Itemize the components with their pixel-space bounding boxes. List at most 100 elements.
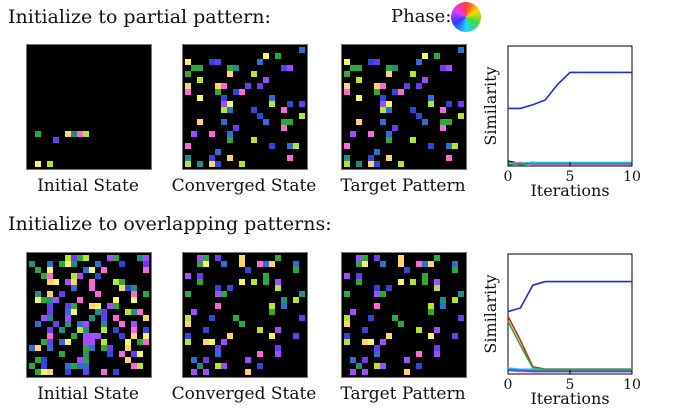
pattern-cell xyxy=(275,53,281,59)
pattern-cell xyxy=(53,297,59,303)
pattern-cell xyxy=(269,333,275,339)
pattern-cell xyxy=(440,297,446,303)
caption-row2-target: Target Pattern xyxy=(340,384,466,404)
pattern-cell xyxy=(77,357,83,363)
pattern-cell xyxy=(215,255,221,261)
pattern-cell xyxy=(125,339,131,345)
pattern-cell xyxy=(281,125,287,131)
pattern-cell xyxy=(227,131,233,137)
pattern-cell xyxy=(227,65,233,71)
pattern-cell xyxy=(197,255,203,261)
series-line xyxy=(508,71,632,110)
pattern-cell xyxy=(227,285,233,291)
x-tick-label: 5 xyxy=(566,377,575,393)
pattern-cell xyxy=(113,255,119,261)
pattern-cell xyxy=(119,351,125,357)
pattern-cell xyxy=(125,309,131,315)
pattern-cell xyxy=(344,89,350,95)
pattern-cell xyxy=(65,303,71,309)
pattern-cell xyxy=(107,303,113,309)
pattern-cell xyxy=(65,339,71,345)
pattern-cell xyxy=(29,363,35,369)
pattern-cell xyxy=(368,339,374,345)
pattern-cell xyxy=(209,155,215,161)
pattern-cell xyxy=(197,161,203,167)
pattern-cell xyxy=(386,71,392,77)
pattern-cell xyxy=(41,357,47,363)
pattern-cell xyxy=(416,363,422,369)
pattern-cell xyxy=(239,321,245,327)
pattern-cell xyxy=(101,315,107,321)
x-tick-label: 0 xyxy=(504,377,513,393)
pattern-cell xyxy=(215,363,221,369)
pattern-cell xyxy=(77,363,83,369)
pattern-cell xyxy=(251,137,257,143)
pattern-cell xyxy=(257,327,263,333)
pattern-cell xyxy=(119,285,125,291)
pattern-cell xyxy=(299,113,305,119)
pattern-cell xyxy=(209,59,215,65)
pattern-cell xyxy=(197,95,203,101)
pattern-cell xyxy=(392,315,398,321)
pattern-cell xyxy=(215,291,221,297)
pattern-cell xyxy=(386,155,392,161)
pattern-cell xyxy=(263,77,269,83)
pattern-cell xyxy=(257,351,263,357)
pattern-cell xyxy=(65,363,71,369)
pattern-cell xyxy=(221,95,227,101)
pattern-cell xyxy=(29,345,35,351)
x-tick-label: 10 xyxy=(623,169,641,185)
pattern-cell xyxy=(362,339,368,345)
pattern-cell xyxy=(350,369,356,375)
pattern-cell xyxy=(356,279,362,285)
pattern-cell xyxy=(203,369,209,375)
pattern-cell xyxy=(71,303,77,309)
pattern-cell xyxy=(458,113,464,119)
pattern-cell xyxy=(293,143,299,149)
pattern-cell xyxy=(185,273,191,279)
pattern-cell xyxy=(422,261,428,267)
pattern-cell xyxy=(344,291,350,297)
pattern-cell xyxy=(89,345,95,351)
pattern-cell xyxy=(386,107,392,113)
pattern-cell xyxy=(197,77,203,83)
pattern-cell xyxy=(47,261,53,267)
phase-label: Phase: xyxy=(391,6,452,27)
x-axis-label: Iterations xyxy=(530,181,609,200)
pattern-cell xyxy=(35,345,41,351)
y-axis-label: Similarity xyxy=(481,66,500,145)
pattern-cell xyxy=(416,261,422,267)
pattern-cell xyxy=(251,279,257,285)
pattern-cell xyxy=(422,279,428,285)
pattern-cell xyxy=(65,279,71,285)
pattern-cell xyxy=(113,297,119,303)
pattern-cell xyxy=(446,143,452,149)
pattern-cell xyxy=(77,131,83,137)
pattern-cell xyxy=(446,65,452,71)
pattern-cell xyxy=(263,261,269,267)
pattern-cell xyxy=(107,255,113,261)
pattern-cell xyxy=(47,303,53,309)
pattern-cell xyxy=(83,267,89,273)
series-line xyxy=(507,316,632,370)
pattern-cell xyxy=(245,267,251,273)
pattern-cell xyxy=(35,161,41,167)
pattern-cell xyxy=(422,77,428,83)
pattern-cell xyxy=(101,327,107,333)
pattern-cell xyxy=(119,279,125,285)
pattern-cell xyxy=(41,273,47,279)
pattern-cell xyxy=(101,369,107,375)
similarity-chart-2: 0 5 10 Iterations Similarity xyxy=(481,253,641,408)
pattern-cell xyxy=(209,339,215,345)
pattern-cell xyxy=(209,315,215,321)
pattern-cell xyxy=(119,333,125,339)
pattern-cell xyxy=(35,267,41,273)
pattern-cell xyxy=(404,83,410,89)
pattern-cell xyxy=(410,107,416,113)
pattern-cell xyxy=(374,149,380,155)
pattern-cell xyxy=(275,279,281,285)
panel-row1-initial-state xyxy=(26,44,152,170)
pattern-cell xyxy=(344,155,350,161)
pattern-cell xyxy=(41,363,47,369)
pattern-cell xyxy=(350,309,356,315)
